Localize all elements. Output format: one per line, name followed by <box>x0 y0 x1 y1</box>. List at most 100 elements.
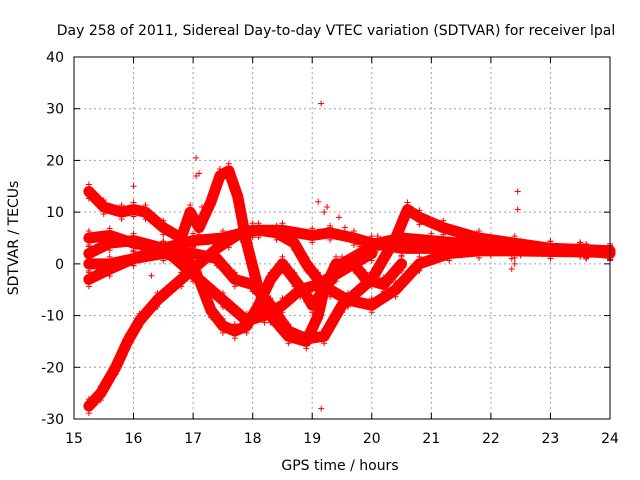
data-point <box>216 165 223 172</box>
data-point <box>267 269 274 276</box>
data-point <box>404 213 411 220</box>
plot-frame <box>73 56 611 420</box>
data-point <box>178 283 185 290</box>
data-point <box>243 329 250 336</box>
data-point <box>142 202 149 209</box>
series-track-b <box>83 160 378 352</box>
data-point <box>279 220 286 227</box>
data-point <box>279 267 286 274</box>
data-point <box>321 293 328 300</box>
data-point <box>193 172 200 179</box>
data-point <box>160 238 167 245</box>
series-line <box>83 165 378 347</box>
data-point <box>136 310 143 317</box>
data-point <box>583 254 590 261</box>
data-point <box>130 244 137 251</box>
data-point <box>190 244 197 251</box>
y-tick-label: -10 <box>41 309 64 325</box>
data-point <box>333 278 340 285</box>
data-point <box>312 268 319 275</box>
data-point <box>225 244 232 251</box>
data-point <box>225 160 232 167</box>
data-point <box>199 203 206 210</box>
data-point <box>154 290 161 297</box>
data-point <box>315 288 322 295</box>
data-point <box>428 252 435 259</box>
data-point <box>511 233 518 240</box>
data-point <box>187 216 194 223</box>
data-point <box>207 300 214 307</box>
data-point <box>196 217 203 224</box>
data-point <box>85 410 92 417</box>
data-point <box>130 213 137 220</box>
data-point <box>547 252 554 259</box>
data-point <box>303 253 310 260</box>
data-point <box>136 324 143 331</box>
data-point <box>267 283 274 290</box>
data-point <box>231 321 238 328</box>
data-point <box>362 283 369 290</box>
x-tick-label: 22 <box>482 431 500 447</box>
data-point <box>85 269 92 276</box>
data-point <box>368 295 375 302</box>
data-point <box>85 283 92 290</box>
data-point <box>475 228 482 234</box>
data-point <box>321 273 328 280</box>
data-point <box>416 221 423 228</box>
data-point <box>85 243 92 250</box>
data-point <box>309 295 316 302</box>
data-point <box>106 233 113 240</box>
data-point <box>350 228 357 234</box>
data-point <box>249 274 256 281</box>
data-point <box>106 273 113 280</box>
data-point <box>303 342 310 349</box>
data-point <box>279 295 286 302</box>
data-point <box>428 230 435 237</box>
data-point <box>297 293 304 300</box>
data-point <box>458 238 465 245</box>
data-point <box>392 279 399 286</box>
data-point <box>190 230 197 237</box>
x-tick-label: 23 <box>542 431 560 447</box>
data-point <box>196 170 203 177</box>
y-axis-label: SDTVAR / TECUs <box>6 181 22 296</box>
data-point <box>291 247 298 254</box>
data-point <box>350 267 357 274</box>
data-point <box>231 335 238 342</box>
x-axis-label: GPS time / hours <box>281 458 398 474</box>
data-point <box>207 205 214 212</box>
data-point <box>392 293 399 300</box>
data-point <box>118 202 125 209</box>
data-point <box>362 269 369 276</box>
data-point <box>279 253 286 260</box>
data-point <box>160 217 167 224</box>
data-point <box>267 319 274 326</box>
data-point <box>398 253 405 260</box>
data-point <box>285 321 292 328</box>
data-point <box>184 248 191 255</box>
data-point <box>547 238 554 245</box>
data-point <box>279 234 286 241</box>
data-point <box>374 233 381 240</box>
data-point <box>446 257 453 264</box>
data-point <box>303 298 310 305</box>
data-point <box>106 259 113 266</box>
data-point <box>350 242 357 248</box>
data-point <box>318 100 325 107</box>
y-tick-label: 0 <box>55 257 64 273</box>
data-point <box>85 195 92 202</box>
data-point <box>318 405 325 412</box>
data-point <box>487 238 494 245</box>
data-point <box>416 207 423 214</box>
data-point <box>187 202 194 209</box>
data-point <box>315 269 322 276</box>
data-point <box>475 254 482 261</box>
data-point <box>273 236 280 243</box>
data-point <box>97 397 104 404</box>
data-point <box>303 267 310 274</box>
data-point <box>339 309 345 316</box>
data-point <box>324 203 331 210</box>
data-point <box>249 220 256 227</box>
data-point <box>261 319 268 326</box>
data-point <box>368 269 375 276</box>
